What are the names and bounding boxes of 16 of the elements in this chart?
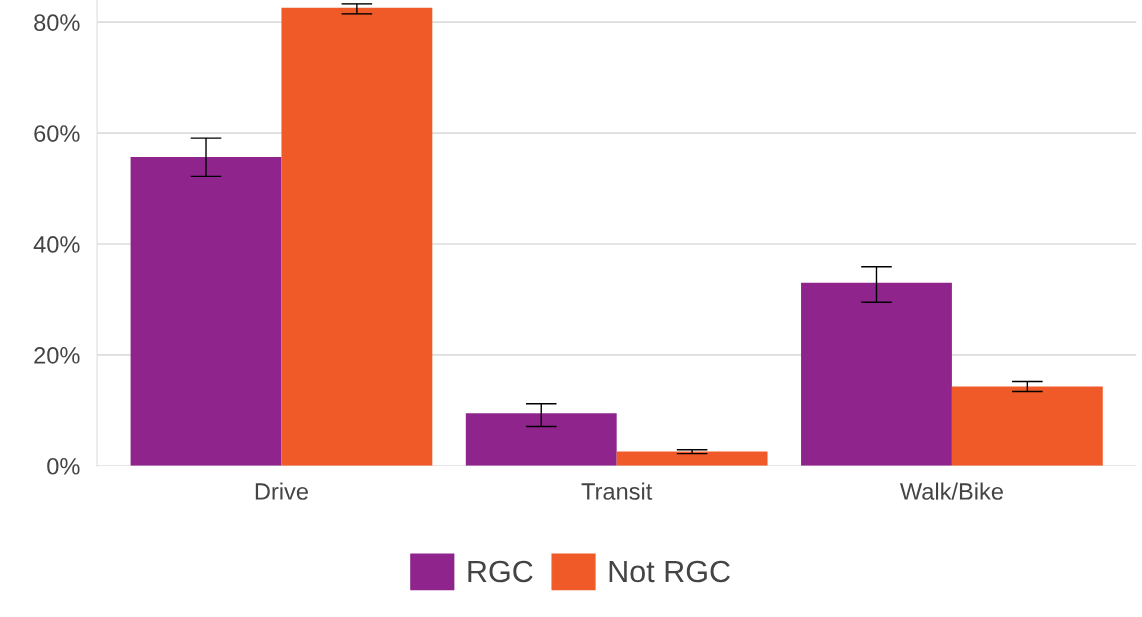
bar <box>616 451 768 466</box>
y-tick-label: 0% <box>47 457 80 475</box>
bar <box>951 386 1103 466</box>
x-tick-label: Drive <box>255 482 308 500</box>
bar <box>130 156 282 466</box>
x-tick-label: Walk/Bike <box>899 482 1003 500</box>
bar <box>465 413 617 466</box>
bar <box>801 282 952 466</box>
legend-label: Not RGC <box>609 560 730 583</box>
x-tick-label: Transit <box>581 482 653 500</box>
bar <box>281 7 433 466</box>
y-tick-label: 60% <box>34 125 80 142</box>
y-tick-label: 40% <box>33 236 80 253</box>
y-tick-label: 80% <box>34 14 80 31</box>
y-tick-label: 20% <box>34 346 80 364</box>
legend-label: RGC <box>468 560 533 583</box>
